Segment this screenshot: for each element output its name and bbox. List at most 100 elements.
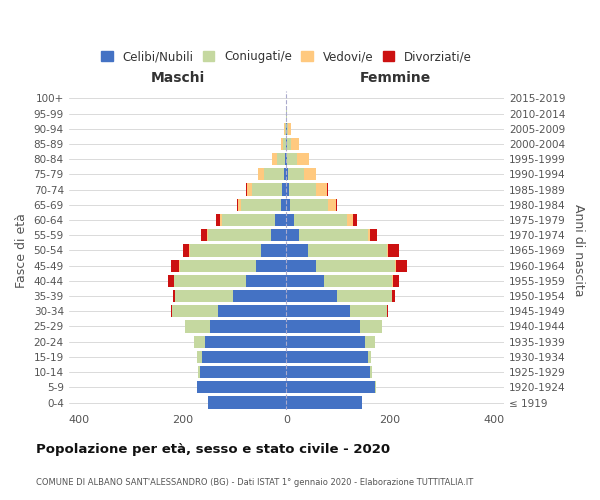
Bar — [289, 122, 292, 135]
Bar — [259, 168, 264, 180]
Bar — [287, 153, 297, 165]
Bar — [294, 214, 347, 226]
Bar — [316, 260, 395, 272]
Bar — [368, 351, 371, 363]
Bar — [286, 320, 360, 332]
Bar — [218, 305, 286, 318]
Bar — [388, 244, 399, 256]
Bar — [288, 168, 304, 180]
Bar — [206, 229, 208, 241]
Bar — [370, 229, 377, 241]
Bar — [202, 351, 286, 363]
Text: COMUNE DI ALBANO SANT'ALESSANDRO (BG) - Dati ISTAT 1° gennaio 2020 - Elaborazion: COMUNE DI ALBANO SANT'ALESSANDRO (BG) - … — [36, 478, 473, 487]
Bar — [197, 351, 202, 363]
Y-axis label: Fasce di età: Fasce di età — [15, 213, 28, 288]
Bar — [286, 275, 323, 287]
Bar — [179, 260, 256, 272]
Bar — [336, 198, 337, 211]
Y-axis label: Anni di nascita: Anni di nascita — [572, 204, 585, 296]
Bar — [171, 260, 179, 272]
Bar — [290, 198, 328, 211]
Bar — [286, 168, 288, 180]
Bar — [283, 138, 286, 150]
Bar — [286, 305, 350, 318]
Bar — [286, 229, 299, 241]
Bar — [286, 244, 308, 256]
Bar — [281, 138, 283, 150]
Bar — [241, 198, 281, 211]
Bar — [289, 184, 316, 196]
Bar — [277, 153, 285, 165]
Bar — [308, 244, 387, 256]
Bar — [256, 260, 286, 272]
Bar — [291, 138, 299, 150]
Bar — [175, 275, 246, 287]
Bar — [285, 122, 286, 135]
Bar — [387, 305, 388, 318]
Bar — [353, 214, 357, 226]
Bar — [347, 214, 353, 226]
Bar — [275, 214, 286, 226]
Bar — [272, 153, 277, 165]
Bar — [252, 184, 282, 196]
Bar — [387, 244, 388, 256]
Bar — [299, 229, 368, 241]
Text: Femmine: Femmine — [359, 70, 431, 85]
Bar — [286, 396, 362, 408]
Bar — [297, 153, 308, 165]
Bar — [286, 351, 368, 363]
Bar — [236, 198, 238, 211]
Bar — [327, 184, 328, 196]
Bar — [238, 198, 241, 211]
Bar — [284, 168, 286, 180]
Bar — [282, 184, 286, 196]
Bar — [286, 381, 376, 394]
Bar — [175, 290, 233, 302]
Bar — [208, 229, 271, 241]
Bar — [197, 381, 286, 394]
Bar — [287, 122, 289, 135]
Bar — [190, 244, 262, 256]
Bar — [370, 366, 372, 378]
Bar — [271, 229, 286, 241]
Bar — [328, 198, 336, 211]
Bar — [360, 320, 382, 332]
Bar — [286, 184, 289, 196]
Bar — [392, 275, 399, 287]
Bar — [172, 305, 218, 318]
Bar — [210, 320, 286, 332]
Bar — [395, 260, 407, 272]
Bar — [304, 168, 316, 180]
Bar — [368, 229, 370, 241]
Bar — [183, 244, 190, 256]
Bar — [316, 184, 327, 196]
Bar — [173, 290, 175, 302]
Bar — [233, 290, 286, 302]
Legend: Celibi/Nubili, Coniugati/e, Vedovi/e, Divorziati/e: Celibi/Nubili, Coniugati/e, Vedovi/e, Di… — [96, 46, 476, 68]
Bar — [286, 198, 290, 211]
Bar — [194, 336, 205, 348]
Bar — [208, 396, 286, 408]
Bar — [198, 366, 200, 378]
Bar — [392, 290, 395, 302]
Text: Popolazione per età, sesso e stato civile - 2020: Popolazione per età, sesso e stato civil… — [36, 442, 390, 456]
Bar — [220, 214, 222, 226]
Bar — [285, 153, 286, 165]
Bar — [286, 153, 287, 165]
Bar — [205, 336, 286, 348]
Bar — [200, 366, 286, 378]
Bar — [286, 214, 294, 226]
Bar — [185, 320, 210, 332]
Bar — [216, 214, 220, 226]
Bar — [365, 336, 376, 348]
Bar — [286, 290, 337, 302]
Bar — [323, 275, 392, 287]
Bar — [350, 305, 387, 318]
Bar — [264, 168, 284, 180]
Bar — [247, 184, 252, 196]
Bar — [171, 305, 172, 318]
Bar — [286, 336, 365, 348]
Bar — [246, 275, 286, 287]
Text: Maschi: Maschi — [151, 70, 205, 85]
Bar — [168, 275, 175, 287]
